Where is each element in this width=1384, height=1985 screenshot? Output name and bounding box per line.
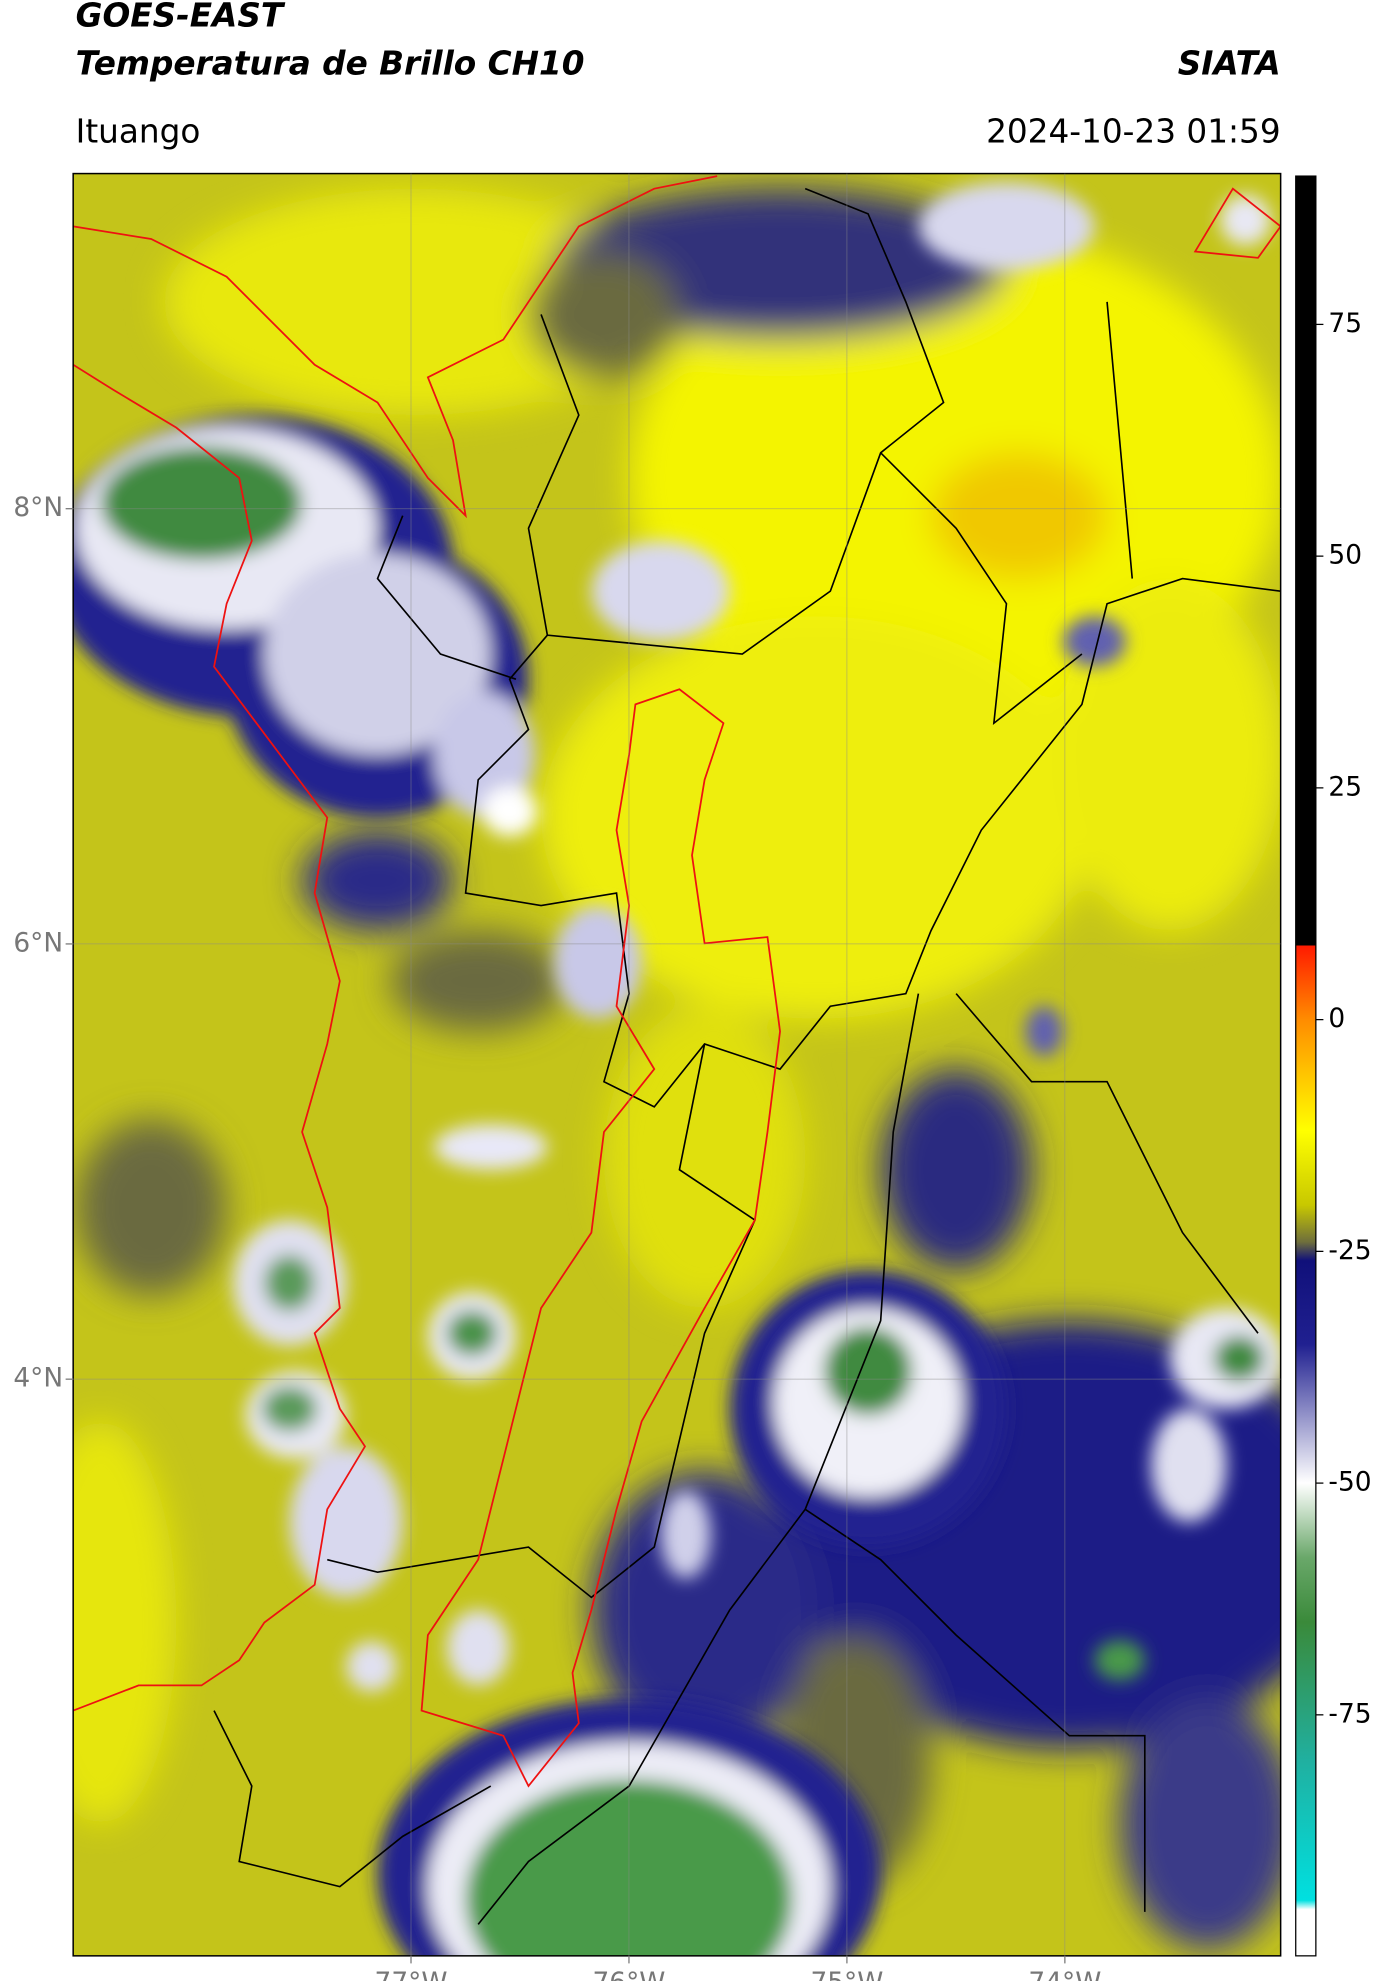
- colorbar-tick-label: 25: [1328, 771, 1362, 802]
- y-tick-label: 6°N: [13, 927, 63, 958]
- colorbar-tick-label: -25: [1328, 1235, 1371, 1266]
- y-tick-label: 8°N: [13, 492, 63, 523]
- colorbar-tick-label: 0: [1328, 1003, 1345, 1034]
- colorbar: [1295, 175, 1317, 1957]
- place: Ituango: [76, 112, 201, 150]
- y-tick-label: 4°N: [13, 1363, 63, 1394]
- colorbar-tick-label: 50: [1328, 540, 1362, 571]
- colorbar-tick-label: 75: [1328, 308, 1362, 339]
- x-tick-label: 76°W: [592, 1967, 665, 1981]
- x-tick-label: 77°W: [375, 1967, 448, 1981]
- coast-and-region-borders: [73, 175, 1281, 1788]
- timestamp: 2024-10-23 01:59: [986, 112, 1281, 150]
- admin-borders: [213, 187, 1281, 1925]
- x-tick-label: 75°W: [810, 1967, 883, 1981]
- colorbar-tick-label: -75: [1328, 1698, 1371, 1729]
- subtitle: Temperatura de Brillo CH10: [76, 44, 585, 82]
- satellite-image: [73, 173, 1281, 1956]
- map-frame: [72, 172, 1282, 1957]
- title: GOES-EAST: [76, 0, 286, 35]
- agency: SIATA: [1178, 44, 1281, 82]
- colorbar-tick-label: -50: [1328, 1467, 1371, 1498]
- x-tick-label: 74°W: [1028, 1967, 1101, 1981]
